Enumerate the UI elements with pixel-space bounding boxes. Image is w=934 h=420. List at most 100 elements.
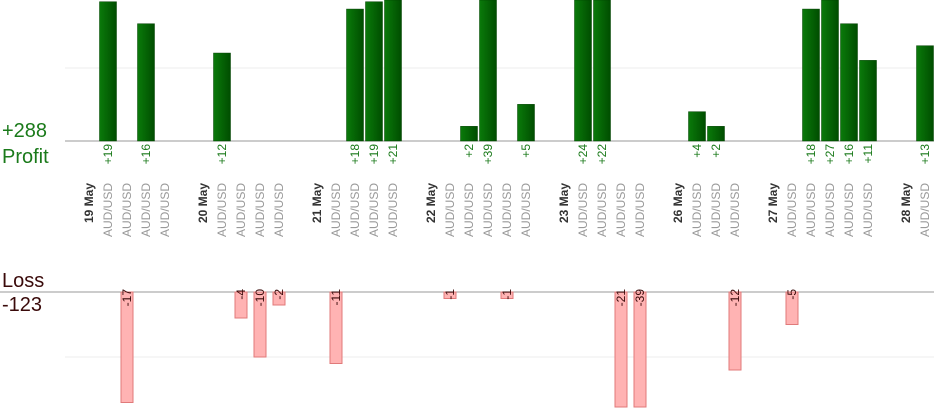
day-label: 21 May: [310, 183, 324, 223]
profit-value: +18: [804, 144, 818, 165]
profit-value: +19: [101, 144, 115, 165]
profit-value: +12: [215, 144, 229, 165]
pair-label: AUD/USD: [595, 183, 609, 237]
pair-label: AUD/USD: [253, 183, 267, 237]
pair-label: AUD/USD: [462, 183, 476, 237]
day-label: 26 May: [671, 183, 685, 223]
loss-value: -5: [785, 289, 799, 300]
profit-bar: [707, 126, 725, 142]
pair-label: AUD/USD: [633, 183, 647, 237]
loss-bar: [253, 291, 267, 358]
profit-bar: [688, 111, 706, 142]
pair-label: AUD/USD: [728, 183, 742, 237]
profit-bar: [802, 8, 820, 142]
profit-value: +21: [386, 144, 400, 165]
profit-bar: [384, 0, 402, 142]
profit-value: +24: [576, 144, 590, 165]
profit-bar: [916, 45, 934, 142]
profit-value: +39: [481, 144, 495, 165]
profit-value: +5: [519, 144, 533, 158]
pair-label: AUD/USD: [918, 183, 932, 237]
day-label: 22 May: [424, 183, 438, 223]
loss-bar: [614, 291, 628, 408]
pair-label: AUD/USD: [386, 183, 400, 237]
pair-label: AUD/USD: [158, 183, 172, 237]
loss-bar: [234, 291, 248, 319]
pair-label: AUD/USD: [120, 183, 134, 237]
loss-bar: [120, 291, 134, 403]
day-label: 28 May: [899, 183, 913, 223]
profit-bar: [574, 0, 592, 142]
pair-label: AUD/USD: [481, 183, 495, 237]
loss-bar: [500, 291, 514, 299]
loss-value: -1: [443, 289, 457, 300]
pair-label: AUD/USD: [234, 183, 248, 237]
pair-label: AUD/USD: [272, 183, 286, 237]
profit-bar: [517, 104, 535, 142]
loss-total: -123: [2, 294, 42, 316]
pair-label: AUD/USD: [861, 183, 875, 237]
loss-value: -21: [614, 289, 628, 307]
pair-label: AUD/USD: [367, 183, 381, 237]
day-label: 19 May: [82, 183, 96, 223]
pair-label: AUD/USD: [804, 183, 818, 237]
profit-value: +11: [861, 144, 875, 164]
pair-label: AUD/USD: [329, 183, 343, 237]
day-label: 23 May: [557, 183, 571, 223]
loss-bar: [728, 291, 742, 371]
pair-label: AUD/USD: [101, 183, 115, 237]
profit-bar: [460, 126, 478, 142]
pair-label: AUD/USD: [709, 183, 723, 237]
profit-bar: [840, 23, 858, 142]
pair-label: AUD/USD: [614, 183, 628, 237]
pair-label: AUD/USD: [690, 183, 704, 237]
loss-value: -11: [329, 289, 343, 306]
loss-bar: [329, 291, 343, 364]
profit-value: +4: [690, 144, 704, 158]
profit-label: Profit: [2, 146, 49, 168]
profit-value: +2: [462, 144, 476, 158]
profit-value: +22: [595, 144, 609, 165]
profit-total: +288: [2, 120, 47, 142]
profit-value: +19: [367, 144, 381, 165]
pair-label: AUD/USD: [842, 183, 856, 237]
pair-label: AUD/USD: [823, 183, 837, 237]
profit-value: +13: [918, 144, 932, 165]
loss-value: -4: [234, 289, 248, 300]
pair-label: AUD/USD: [576, 183, 590, 237]
pair-label: AUD/USD: [785, 183, 799, 237]
profit-value: +16: [139, 144, 153, 165]
profit-value: +18: [348, 144, 362, 165]
pair-label: AUD/USD: [500, 183, 514, 237]
profit-value: +2: [709, 144, 723, 158]
loss-value: -12: [728, 289, 742, 307]
profit-bar: [593, 0, 611, 142]
loss-label: Loss: [2, 270, 44, 292]
profit-bar: [213, 52, 231, 142]
profit-bar: [821, 0, 839, 142]
loss-value: -39: [633, 289, 647, 307]
pair-label: AUD/USD: [519, 183, 533, 237]
profit-bar: [99, 1, 117, 142]
profit-bar: [859, 60, 877, 142]
profit-bar: [137, 23, 155, 142]
loss-bar: [443, 291, 457, 299]
day-label: 20 May: [196, 183, 210, 223]
profit-value: +16: [842, 144, 856, 165]
loss-bar: [633, 291, 647, 408]
loss-value: -2: [272, 289, 286, 300]
profit-bar: [346, 8, 364, 142]
profit-bar: [479, 0, 497, 142]
pair-label: AUD/USD: [139, 183, 153, 237]
profit-value: +27: [823, 144, 837, 165]
profit-bar: [365, 1, 383, 142]
pair-label: AUD/USD: [215, 183, 229, 237]
loss-value: -17: [120, 289, 134, 307]
day-label: 27 May: [766, 183, 780, 223]
pair-label: AUD/USD: [348, 183, 362, 237]
loss-value: -10: [253, 289, 267, 307]
loss-bar: [272, 291, 286, 306]
pair-label: AUD/USD: [443, 183, 457, 237]
loss-value: -1: [500, 289, 514, 300]
